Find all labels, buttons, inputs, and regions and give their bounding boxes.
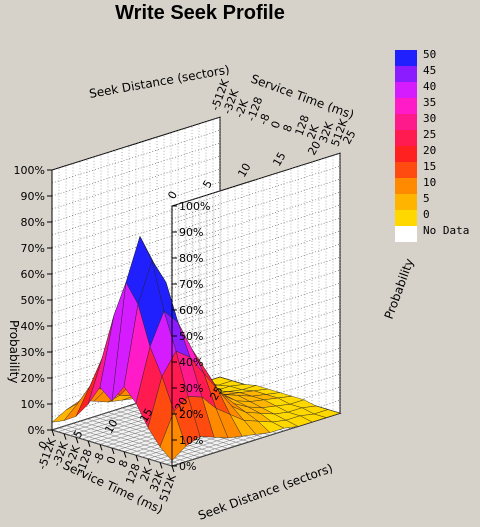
- seek-tick: [75, 437, 79, 444]
- seek-tick: [51, 429, 55, 437]
- legend-label: No Data: [423, 224, 469, 237]
- service-time-tick-label-back: 25: [340, 128, 358, 147]
- service-time-tick-label-back: 10: [235, 161, 253, 180]
- service-time-tick-label-back: 15: [270, 150, 288, 169]
- seek-tick-label-back: 0: [269, 119, 284, 130]
- legend-label: 40: [423, 80, 436, 93]
- seek-axis-label-front: Seek Distance (sectors): [196, 461, 334, 523]
- probability-axis-label-left: Probability: [7, 320, 21, 383]
- probability-tick-label-right: 0%: [179, 460, 196, 473]
- seek-tick: [147, 458, 151, 465]
- legend-label: 35: [423, 96, 436, 109]
- service-time-tick-label-front: 20: [172, 395, 190, 414]
- probability-tick-label-left: 80%: [21, 216, 45, 229]
- legend-swatch: [395, 178, 417, 194]
- surface-facet: [159, 410, 187, 462]
- legend-swatch: [395, 146, 417, 162]
- legend-swatch: [395, 50, 417, 66]
- seek-tick-label-back: 8: [281, 123, 296, 134]
- legend-swatch: [395, 114, 417, 130]
- legend-label: 50: [423, 48, 436, 61]
- service-time-tick-label-front: 25: [207, 384, 225, 403]
- floor-gridline: [58, 427, 180, 465]
- seek-tick-label-front: -2K: [64, 443, 83, 465]
- seek-tick-label-back: -8: [257, 112, 273, 127]
- service-time-tick-label-back: 20: [305, 139, 323, 158]
- legend-label: 20: [423, 144, 436, 157]
- probability-tick-label-left: 20%: [21, 372, 45, 385]
- probability-tick-label-right: 80%: [179, 252, 203, 265]
- seek-tick: [171, 465, 175, 473]
- seek-tick-label-front: 8: [116, 458, 131, 469]
- probability-tick-label-right: 90%: [179, 226, 203, 239]
- legend-swatch: [395, 66, 417, 82]
- probability-tick-label-left: 40%: [21, 320, 45, 333]
- probability-tick-label-right: 50%: [179, 330, 203, 343]
- seek-tick-label-back: -2K: [233, 97, 252, 119]
- legend-swatch: [395, 210, 417, 226]
- legend-swatch: [395, 226, 417, 242]
- legend-swatch: [395, 98, 417, 114]
- legend-label: 15: [423, 160, 436, 173]
- probability-tick-label-right: 60%: [179, 304, 203, 317]
- floor-gridline: [86, 418, 208, 456]
- seek-tick: [111, 447, 115, 455]
- probability-tick-label-left: 70%: [21, 242, 45, 255]
- legend-label: 0: [423, 208, 430, 221]
- floor-gridline: [65, 425, 187, 462]
- probability-tick-label-left: 100%: [14, 164, 45, 177]
- seek-tick-label-front: 2K: [138, 465, 155, 484]
- seek-tick-label-front: -8: [91, 451, 107, 466]
- legend-label: 5: [423, 192, 430, 205]
- probability-tick-label-right: 30%: [179, 382, 203, 395]
- seek-tick-label-back: 2K: [305, 122, 322, 141]
- probability-axis-label-right: Probability: [382, 257, 417, 321]
- seek-tick: [159, 462, 163, 469]
- probability-tick-label-left: 30%: [21, 346, 45, 359]
- legend-label: 45: [423, 64, 436, 77]
- service-time-tick-label-front: 10: [102, 417, 120, 436]
- seek-tick: [87, 440, 91, 447]
- chart-title: Write Seek Profile: [115, 2, 285, 24]
- probability-tick-label-left: 10%: [21, 398, 45, 411]
- seek-tick: [123, 451, 127, 458]
- legend-swatch: [395, 194, 417, 210]
- seek-tick: [135, 455, 139, 462]
- probability-tick-label-left: 90%: [21, 190, 45, 203]
- seek-tick: [99, 444, 103, 451]
- legend-label: 10: [423, 176, 436, 189]
- probability-tick-label-left: 50%: [21, 294, 45, 307]
- legend-swatch: [395, 162, 417, 178]
- probability-tick-label-right: 40%: [179, 356, 203, 369]
- probability-tick-label-left: 60%: [21, 268, 45, 281]
- probability-tick-label-left: 0%: [28, 424, 45, 437]
- seek-axis-label-back: Seek Distance (sectors): [88, 62, 231, 100]
- legend-swatch: [395, 82, 417, 98]
- legend-swatch: [395, 130, 417, 146]
- probability-tick-label-right: 70%: [179, 278, 203, 291]
- seek-tick: [63, 433, 67, 440]
- probability-tick-label-right: 100%: [179, 200, 210, 213]
- probability-tick-label-right: 10%: [179, 434, 203, 447]
- legend-label: 30: [423, 112, 436, 125]
- probability-tick-label-right: 20%: [179, 408, 203, 421]
- legend-label: 25: [423, 128, 436, 141]
- seek-tick-label-front: 0: [104, 455, 119, 466]
- service-time-tick-label-front: 15: [137, 406, 155, 425]
